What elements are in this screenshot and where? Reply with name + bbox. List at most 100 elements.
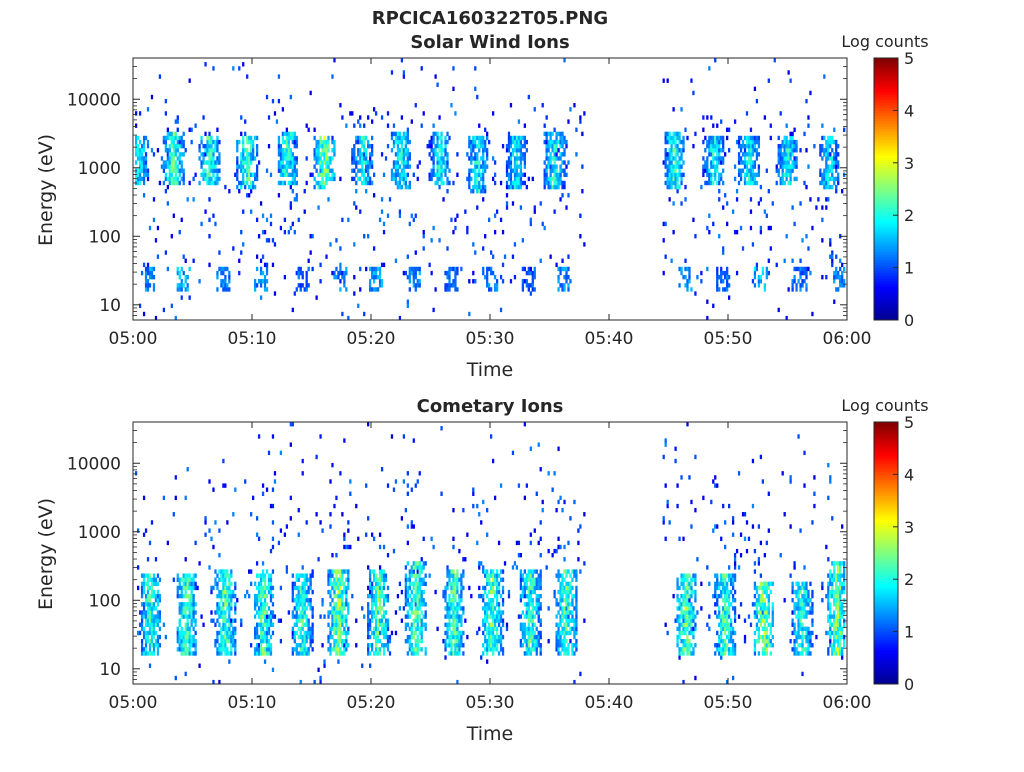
solar-wind-cell bbox=[359, 177, 361, 181]
solar-wind-cell bbox=[704, 164, 706, 168]
solar-wind-cell bbox=[175, 173, 177, 177]
solar-wind-cell bbox=[782, 173, 784, 177]
cometary-cell bbox=[482, 569, 484, 573]
solar-wind-cell bbox=[764, 283, 766, 287]
cometary-cell bbox=[565, 606, 567, 610]
cometary-cell bbox=[538, 619, 540, 623]
solar-wind-cell bbox=[522, 181, 524, 185]
cometary-cell bbox=[343, 639, 345, 643]
cometary-cell bbox=[452, 651, 454, 655]
cometary-cell bbox=[212, 545, 214, 549]
solar-wind-cell bbox=[766, 267, 768, 271]
solar-wind-colorbar-step bbox=[874, 202, 898, 205]
cometary-cell bbox=[302, 639, 304, 643]
solar-wind-cell bbox=[333, 140, 335, 144]
cometary-cell bbox=[480, 520, 482, 524]
solar-wind-cell bbox=[669, 156, 671, 160]
solar-wind-colorbar-step bbox=[874, 79, 898, 82]
cometary-cell bbox=[450, 639, 452, 643]
solar-wind-cell bbox=[678, 173, 680, 177]
solar-wind-cell bbox=[208, 263, 210, 267]
solar-wind-cell bbox=[841, 263, 843, 267]
solar-wind-cell bbox=[248, 160, 250, 164]
cometary-cell bbox=[470, 594, 472, 598]
cometary-cell bbox=[256, 627, 258, 631]
solar-wind-cell bbox=[143, 173, 145, 177]
solar-wind-cell bbox=[361, 140, 363, 144]
cometary-cell bbox=[528, 573, 530, 577]
solar-wind-cell bbox=[143, 193, 145, 197]
solar-wind-cell bbox=[181, 295, 183, 299]
solar-wind-cell bbox=[518, 181, 520, 185]
cometary-cell bbox=[302, 619, 304, 623]
cometary-cell bbox=[224, 627, 226, 631]
solar-wind-cell bbox=[550, 132, 552, 136]
cometary-cell bbox=[417, 643, 419, 647]
cometary-cell bbox=[187, 631, 189, 635]
cometary-cell bbox=[143, 590, 145, 594]
cometary-cell bbox=[502, 635, 504, 639]
cometary-cell bbox=[452, 578, 454, 582]
solar-wind-cell bbox=[244, 160, 246, 164]
cometary-cell bbox=[490, 639, 492, 643]
solar-wind-cell bbox=[202, 152, 204, 156]
solar-wind-cell bbox=[181, 140, 183, 144]
cometary-cell bbox=[319, 614, 321, 618]
solar-wind-cell bbox=[242, 144, 244, 148]
cometary-cell bbox=[341, 582, 343, 586]
solar-wind-cell bbox=[478, 185, 480, 189]
cometary-cell bbox=[234, 651, 236, 655]
solar-wind-cell bbox=[514, 173, 516, 177]
cometary-cell bbox=[298, 598, 300, 602]
solar-wind-cell bbox=[260, 201, 262, 205]
solar-wind-cell bbox=[363, 140, 365, 144]
solar-wind-cell bbox=[434, 132, 436, 136]
cometary-cell bbox=[284, 533, 286, 537]
solar-wind-cell bbox=[405, 164, 407, 168]
solar-wind-cell bbox=[738, 140, 740, 144]
solar-wind-cell bbox=[706, 267, 708, 271]
cometary-cell bbox=[573, 594, 575, 598]
solar-wind-cell bbox=[780, 164, 782, 168]
solar-wind-cell bbox=[442, 156, 444, 160]
solar-wind-cell bbox=[353, 124, 355, 128]
solar-wind-cell bbox=[686, 267, 688, 271]
cometary-cell bbox=[151, 602, 153, 606]
cometary-cell bbox=[373, 614, 375, 618]
cometary-cell bbox=[262, 492, 264, 496]
solar-wind-cell bbox=[185, 279, 187, 283]
cometary-cell bbox=[369, 619, 371, 623]
solar-wind-cell bbox=[488, 140, 490, 144]
solar-wind-cell bbox=[524, 152, 526, 156]
solar-wind-cell bbox=[821, 181, 823, 185]
cometary-cell bbox=[193, 606, 195, 610]
solar-wind-colorbar-step bbox=[874, 92, 898, 95]
solar-wind-cell bbox=[151, 271, 153, 275]
solar-wind-cell bbox=[708, 181, 710, 185]
solar-wind-cell bbox=[667, 177, 669, 181]
solar-wind-cell bbox=[514, 140, 516, 144]
cometary-cell bbox=[341, 619, 343, 623]
cometary-cell bbox=[317, 668, 319, 672]
solar-wind-cell bbox=[175, 169, 177, 173]
solar-wind-cell bbox=[452, 181, 454, 185]
solar-wind-cell bbox=[284, 156, 286, 160]
solar-wind-cell bbox=[827, 173, 829, 177]
solar-wind-cell bbox=[780, 156, 782, 160]
cometary-cell bbox=[321, 598, 323, 602]
solar-wind-cell bbox=[474, 140, 476, 144]
cometary-cell bbox=[302, 602, 304, 606]
cometary-cell bbox=[494, 496, 496, 500]
solar-wind-cell bbox=[710, 173, 712, 177]
cometary-cell bbox=[375, 586, 377, 590]
cometary-cell bbox=[409, 614, 411, 618]
solar-wind-cell bbox=[440, 177, 442, 181]
solar-wind-colorbar-step bbox=[874, 105, 898, 108]
cometary-cell bbox=[266, 594, 268, 598]
cometary-cell bbox=[381, 614, 383, 618]
cometary-cell bbox=[153, 590, 155, 594]
solar-wind-cell bbox=[788, 287, 790, 291]
solar-wind-cell bbox=[280, 144, 282, 148]
solar-wind-cell bbox=[365, 136, 367, 140]
cometary-cell bbox=[343, 438, 345, 442]
